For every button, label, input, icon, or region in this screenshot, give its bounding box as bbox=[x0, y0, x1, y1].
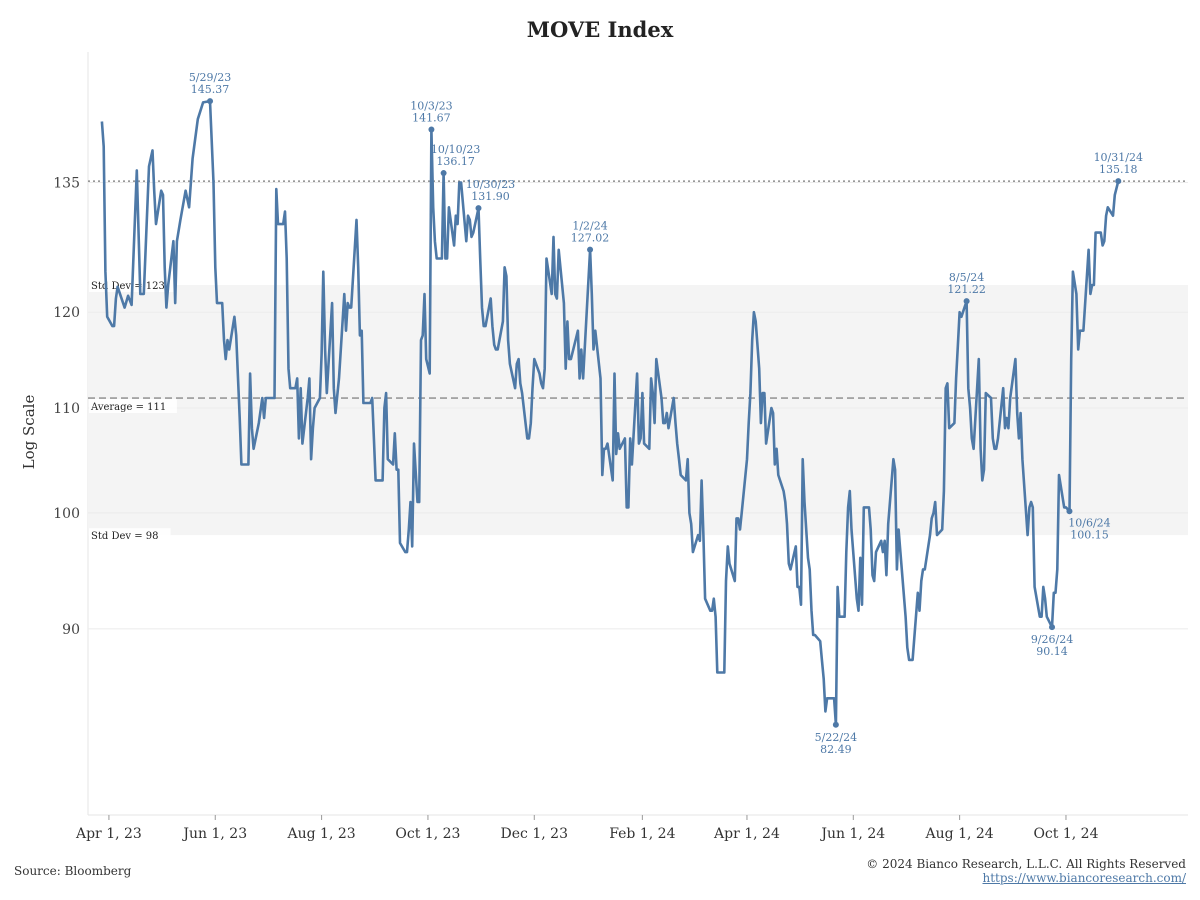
y-tick-label: 110 bbox=[53, 401, 80, 417]
annotation-point bbox=[832, 721, 839, 728]
annotation-date-label: 10/30/23 bbox=[466, 178, 515, 191]
x-tick-label: Aug 1, 24 bbox=[925, 826, 994, 842]
x-tick-label: Dec 1, 23 bbox=[501, 826, 568, 842]
annotation-point bbox=[1115, 178, 1122, 185]
x-tick-label: Jun 1, 23 bbox=[181, 826, 247, 842]
annotation-date-label: 1/2/24 bbox=[572, 220, 607, 233]
annotation-point bbox=[587, 246, 594, 253]
annotation-value-label: 135.18 bbox=[1099, 163, 1138, 176]
y-tick-label: 135 bbox=[53, 176, 80, 192]
x-tick-label: Apr 1, 23 bbox=[75, 826, 142, 842]
annotation-date-label: 10/31/24 bbox=[1094, 151, 1143, 164]
annotation-date-label: 9/26/24 bbox=[1031, 633, 1073, 646]
annotation-point bbox=[475, 205, 482, 212]
annotation-value-label: 145.37 bbox=[191, 83, 230, 96]
annotation-value-label: 90.14 bbox=[1036, 645, 1068, 658]
chart-title: MOVE Index bbox=[527, 17, 674, 42]
reference-label-bg bbox=[89, 399, 177, 414]
annotation-date-label: 10/6/24 bbox=[1068, 516, 1110, 529]
x-tick-label: Feb 1, 24 bbox=[609, 826, 675, 842]
reference-line-label: Std Dev = 123 bbox=[91, 281, 165, 292]
annotation-date-label: 5/29/23 bbox=[189, 71, 231, 84]
annotation-point bbox=[963, 298, 970, 305]
annotation-value-label: 82.49 bbox=[820, 743, 852, 756]
annotation-date-label: 10/10/23 bbox=[431, 143, 480, 156]
x-tick-label: Aug 1, 23 bbox=[287, 826, 356, 842]
x-tick-label: Apr 1, 24 bbox=[713, 826, 780, 842]
reference-label-bg bbox=[89, 528, 171, 543]
annotation-date-label: 8/5/24 bbox=[949, 271, 984, 284]
website-link[interactable]: https://www.biancoresearch.com/ bbox=[982, 871, 1186, 885]
annotation-date-label: 10/3/23 bbox=[410, 99, 452, 112]
annotation-value-label: 100.15 bbox=[1070, 528, 1109, 541]
reference-line-label: Std Dev = 98 bbox=[91, 531, 159, 542]
annotation-point bbox=[207, 98, 214, 105]
annotation-point bbox=[440, 170, 447, 177]
plot-area: 90 100 110 120 135 Apr 1, 23 Jun 1, 23 Aug 1, 2… bbox=[53, 52, 1188, 842]
annotation-value-label: 127.02 bbox=[571, 232, 610, 245]
copyright-block: © 2024 Bianco Research, L.L.C. All Right… bbox=[866, 857, 1186, 885]
reference-line-label: Average = 111 bbox=[90, 402, 166, 413]
x-tick-label: Jun 1, 24 bbox=[819, 826, 885, 842]
annotation-value-label: 136.17 bbox=[436, 155, 475, 168]
annotation-value-label: 131.90 bbox=[471, 190, 510, 203]
annotation-point bbox=[1049, 624, 1056, 631]
x-tick-label: Oct 1, 24 bbox=[1033, 826, 1098, 842]
copyright-text: © 2024 Bianco Research, L.L.C. All Right… bbox=[866, 857, 1186, 871]
annotation-point bbox=[1066, 508, 1073, 515]
x-tick-label: Oct 1, 23 bbox=[395, 826, 460, 842]
annotation-point bbox=[428, 126, 435, 133]
annotation-date-label: 5/22/24 bbox=[815, 731, 857, 744]
y-tick-label: 90 bbox=[62, 622, 80, 638]
y-axis-label: Log Scale bbox=[20, 395, 38, 470]
annotation-value-label: 121.22 bbox=[947, 283, 986, 296]
source-note: Source: Bloomberg bbox=[14, 864, 132, 878]
y-tick-label: 120 bbox=[53, 305, 80, 321]
annotation-value-label: 141.67 bbox=[412, 111, 451, 124]
y-tick-label: 100 bbox=[53, 506, 80, 522]
move-index-line bbox=[100, 99, 1120, 727]
